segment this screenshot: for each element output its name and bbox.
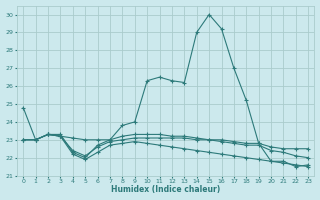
X-axis label: Humidex (Indice chaleur): Humidex (Indice chaleur)	[111, 185, 220, 194]
